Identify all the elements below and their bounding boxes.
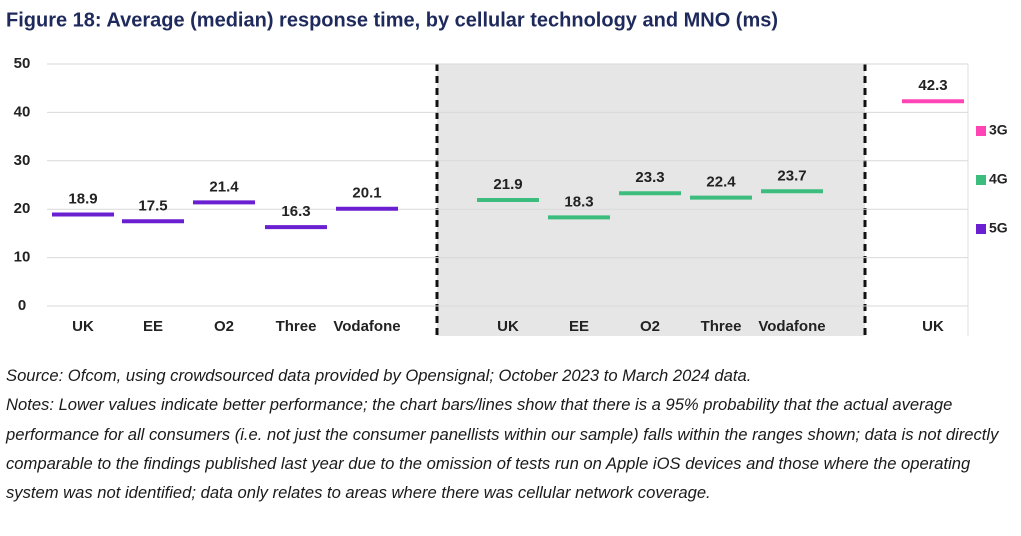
y-tick-label: 0 [18, 297, 26, 314]
value-label: 23.7 [777, 167, 806, 184]
y-tick-label: 50 [14, 55, 31, 72]
legend-swatch [976, 175, 986, 185]
value-label: 16.3 [281, 203, 310, 220]
legend-label: 3G [989, 122, 1008, 138]
x-tick-label: UK [497, 318, 519, 335]
x-tick-label: UK [922, 318, 944, 335]
chart-title: Figure 18: Average (median) response tim… [6, 9, 778, 31]
x-tick-label: EE [569, 318, 589, 335]
value-label: 23.3 [635, 169, 664, 186]
x-tick-label: UK [72, 318, 94, 335]
x-tick-label: O2 [640, 318, 660, 335]
value-label: 22.4 [706, 174, 736, 191]
legend-swatch [976, 126, 986, 136]
x-tick-label: Three [701, 318, 742, 335]
value-label: 18.3 [564, 193, 593, 210]
x-tick-label: Three [276, 318, 317, 335]
legend-label: 4G [989, 171, 1008, 187]
value-label: 21.4 [209, 178, 239, 195]
x-tick-label: EE [143, 318, 163, 335]
legend-swatch [976, 224, 986, 234]
value-label: 21.9 [493, 176, 522, 193]
value-label: 18.9 [68, 190, 97, 207]
legend-label: 5G [989, 220, 1008, 236]
value-label: 20.1 [352, 185, 381, 202]
source-note: Source: Ofcom, using crowdsourced data p… [6, 366, 752, 385]
value-label: 42.3 [918, 77, 947, 94]
y-tick-label: 40 [14, 103, 31, 120]
notes: Source: Ofcom, using crowdsourced data p… [6, 361, 1016, 507]
y-tick-label: 10 [14, 249, 31, 266]
value-label: 17.5 [138, 197, 167, 214]
y-tick-label: 30 [14, 152, 31, 169]
x-tick-label: Vodafone [758, 318, 825, 335]
notes-text: Notes: Lower values indicate better perf… [6, 395, 999, 503]
x-tick-label: O2 [214, 318, 234, 335]
x-tick-label: Vodafone [333, 318, 400, 335]
chart: Figure 18: Average (median) response tim… [6, 9, 1008, 340]
y-tick-label: 20 [14, 200, 31, 217]
